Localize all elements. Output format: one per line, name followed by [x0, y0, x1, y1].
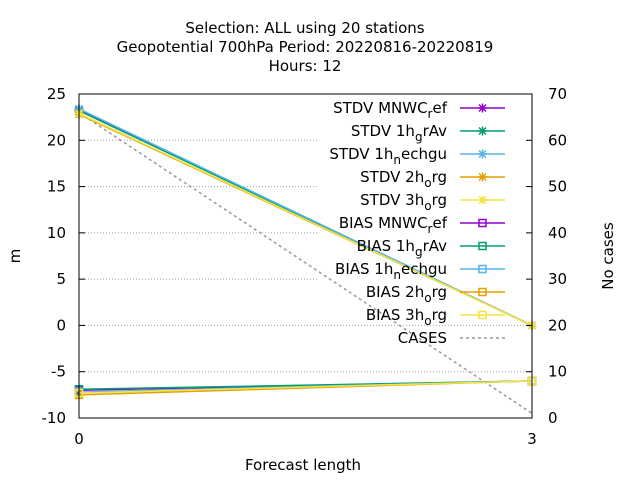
legend-label: BIAS 2horg: [366, 283, 447, 305]
y-tick-label: -10: [42, 409, 67, 427]
title-line-1: Selection: ALL using 20 stations: [185, 19, 424, 37]
legend-label: STDV 3horg: [360, 191, 447, 213]
legend-entry: BIAS 1hgrAv: [357, 237, 505, 259]
y2-tick-label: 70: [548, 85, 567, 103]
y-tick-label: 5: [56, 270, 66, 288]
y-tick-label: 25: [47, 85, 66, 103]
legend-label: BIAS 3horg: [366, 306, 447, 328]
legend-entry: CASES: [398, 329, 505, 347]
legend-label: STDV MNWCref: [333, 99, 448, 121]
legend-marker: [478, 195, 487, 205]
chart-title: Selection: ALL using 20 stations Geopote…: [117, 19, 494, 75]
series-line: [78, 112, 533, 327]
y-axis-label: m: [6, 249, 24, 264]
y-tick-label: -5: [51, 363, 66, 381]
legend-marker: [478, 287, 487, 297]
x-axis-label: Forecast length: [245, 456, 361, 474]
legend-entry: BIAS 3horg: [366, 306, 505, 328]
legend-marker: [478, 126, 487, 136]
y2-tick-label: 30: [548, 270, 567, 288]
y2-tick-label: 50: [548, 178, 567, 196]
legend-entry: BIAS 1hnechgu: [335, 260, 505, 282]
legend-marker: [478, 241, 487, 251]
y-tick-label: 15: [47, 178, 66, 196]
legend-label: BIAS MNWCref: [339, 214, 448, 236]
series-stdv-2: [74, 104, 537, 330]
y2-tick-label: 20: [548, 316, 567, 334]
legend-marker: [478, 264, 487, 274]
legend-entry: STDV 3horg: [360, 191, 505, 213]
y2-tick-label: 10: [548, 363, 567, 381]
y2-axis-label: No cases: [599, 222, 617, 290]
series-bias-9: [74, 376, 537, 398]
legend-label: STDV 1hgrAv: [351, 122, 447, 144]
title-line-3: Hours: 12: [269, 57, 342, 75]
legend-entry: BIAS MNWCref: [339, 214, 505, 236]
y2-tick-label: 0: [548, 409, 558, 427]
series-line: [78, 380, 533, 394]
legend-entry: BIAS 2horg: [366, 283, 505, 305]
plot-frame: [78, 93, 533, 419]
legend-entry: STDV 1hgrAv: [351, 122, 505, 144]
series-cases-10: [78, 111, 533, 414]
title-line-2: Geopotential 700hPa Period: 20220816-202…: [117, 38, 494, 56]
legend-marker: [478, 149, 487, 159]
legend-marker: [478, 103, 487, 113]
legend-label: BIAS 1hgrAv: [357, 237, 448, 259]
legend-label: STDV 2horg: [360, 168, 447, 190]
legend-label: BIAS 1hnechgu: [335, 260, 447, 282]
legend-marker: [478, 310, 487, 320]
series-line: [78, 111, 533, 414]
legend-marker: [478, 172, 487, 182]
series-layer: [74, 104, 537, 414]
legend-entry: STDV 2horg: [360, 168, 505, 190]
y2-tick-label: 40: [548, 224, 567, 242]
legend-entry: STDV MNWCref: [333, 99, 505, 121]
y-tick-label: 0: [56, 316, 66, 334]
legend-marker: [478, 218, 487, 228]
x-tick-label: 0: [74, 430, 84, 448]
y-tick-label: 20: [47, 131, 66, 149]
legend-label: STDV 1hnechgu: [329, 145, 447, 167]
legend-entry: STDV 1hnechgu: [329, 145, 505, 167]
x-tick-label: 3: [527, 430, 537, 448]
grid: [79, 139, 532, 373]
legend-label: CASES: [398, 329, 447, 347]
y2-tick-label: 60: [548, 131, 567, 149]
y-tick-label: 10: [47, 224, 66, 242]
